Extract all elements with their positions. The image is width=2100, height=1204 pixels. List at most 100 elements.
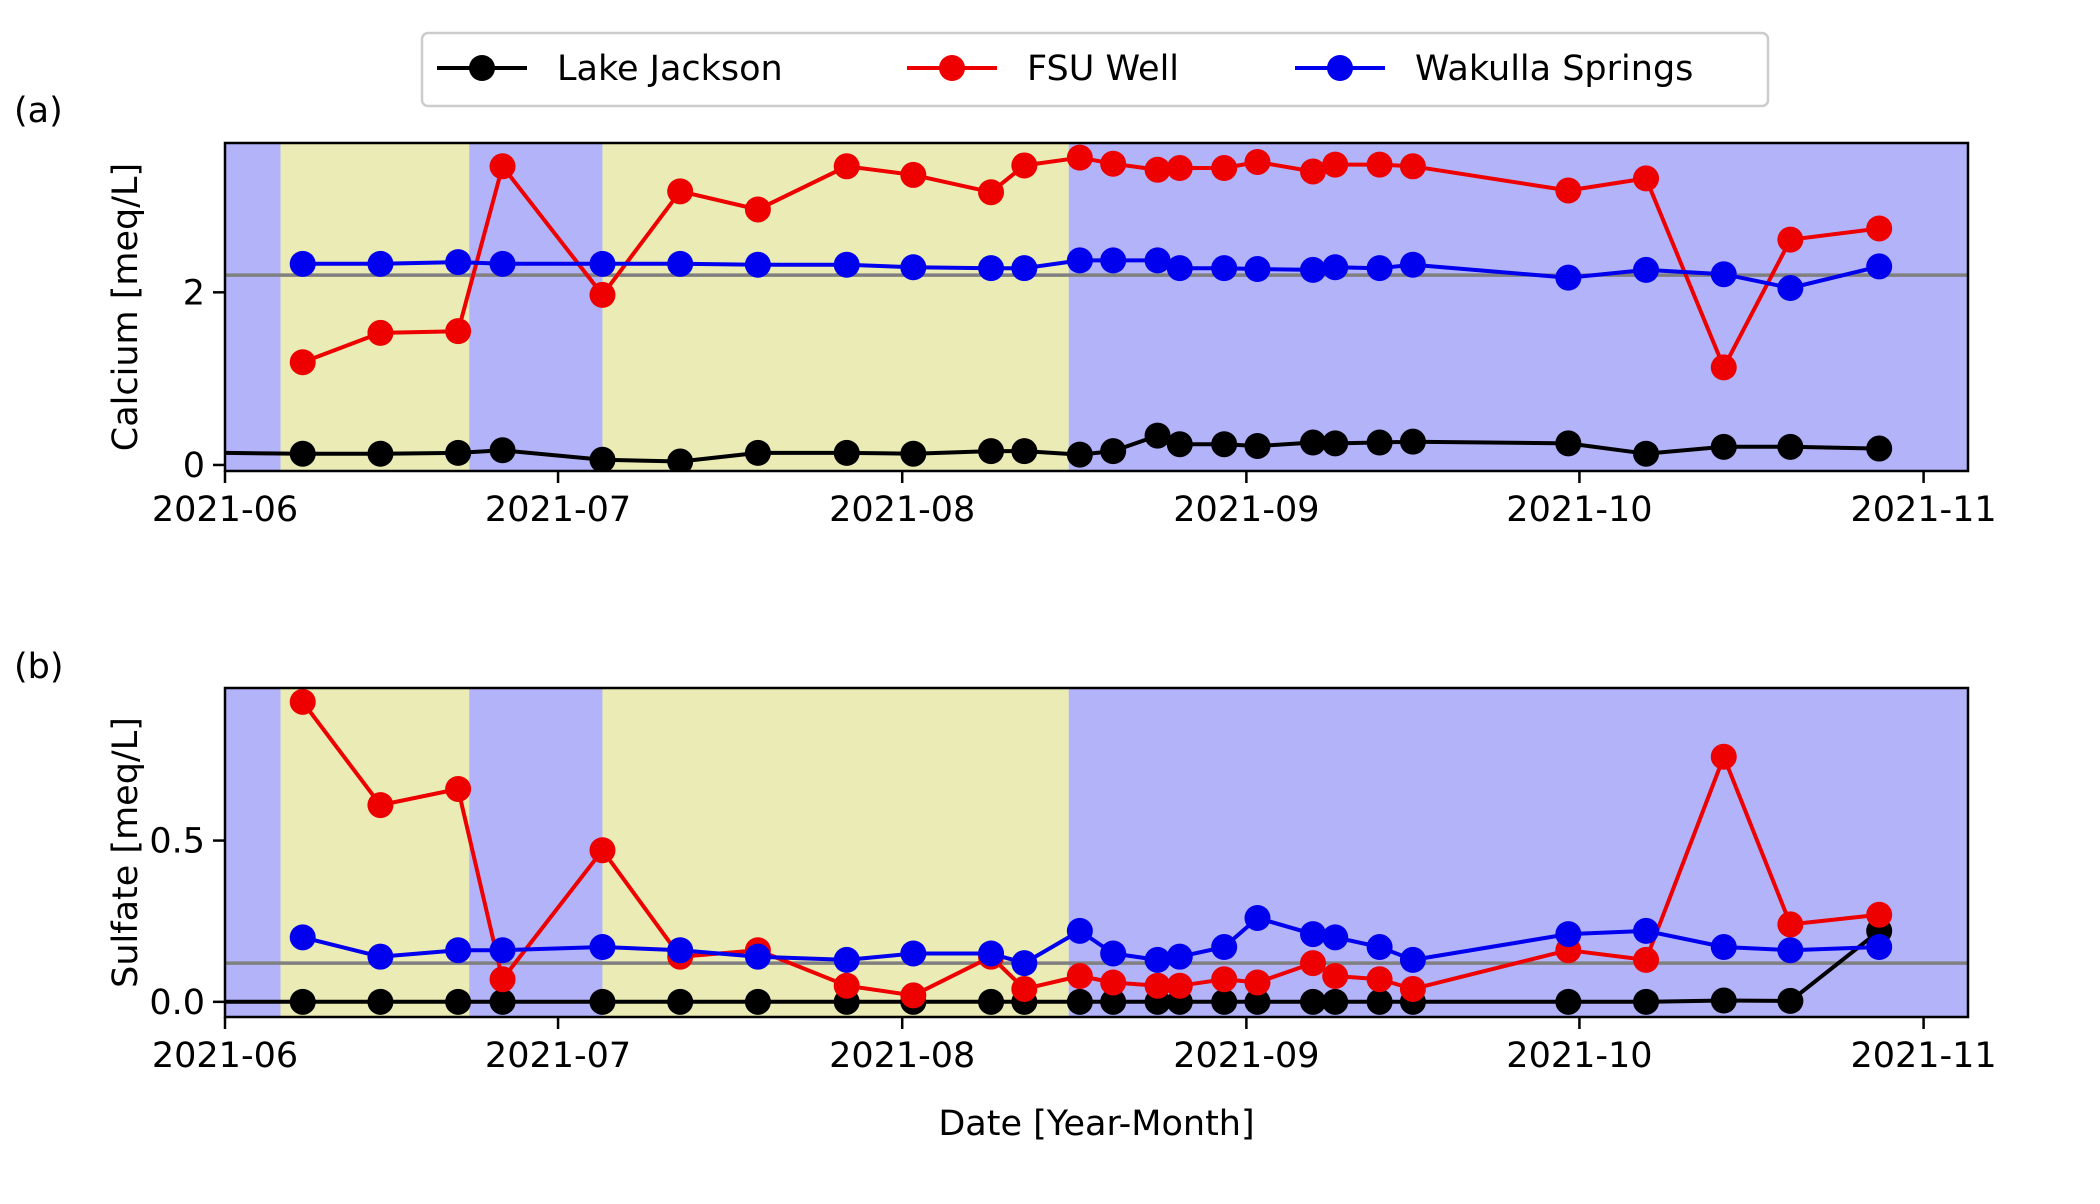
data-point-lake-jackson-4	[489, 437, 516, 464]
data-point-fsu-well-16	[1211, 966, 1238, 993]
data-point-wakulla-springs-4	[489, 250, 516, 277]
x-tick-label-6: 2021-11	[1850, 1036, 1996, 1076]
data-point-lake-jackson-21	[1399, 428, 1426, 455]
data-point-wakulla-springs-26	[1866, 934, 1893, 961]
legend-marker-fsu-well	[939, 55, 965, 81]
data-point-wakulla-springs-8	[833, 251, 860, 278]
data-point-fsu-well-18	[1299, 158, 1326, 185]
data-point-wakulla-springs-17	[1244, 904, 1271, 931]
data-point-lake-jackson-9	[900, 440, 927, 467]
data-point-wakulla-springs-21	[1399, 946, 1426, 973]
series-layer	[225, 688, 1893, 1015]
data-point-wakulla-springs-19	[1322, 254, 1349, 281]
data-point-wakulla-springs-22	[1555, 264, 1582, 291]
data-point-wakulla-springs-26	[1866, 253, 1893, 280]
data-point-wakulla-springs-10	[978, 255, 1005, 282]
legend-label-lake-jackson: Lake Jackson	[557, 49, 783, 89]
data-point-wakulla-springs-7	[744, 251, 771, 278]
series-layer	[225, 144, 1893, 471]
data-point-lake-jackson-15	[1166, 431, 1193, 458]
data-point-wakulla-springs-20	[1366, 255, 1393, 282]
data-point-lake-jackson-19	[1322, 988, 1349, 1015]
data-point-lake-jackson-1	[289, 988, 316, 1015]
data-point-lake-jackson-7	[744, 439, 771, 466]
data-point-wakulla-springs-9	[900, 254, 927, 281]
x-tick-label-4: 2021-09	[1173, 490, 1319, 530]
data-point-lake-jackson-16	[1211, 431, 1238, 458]
data-point-fsu-well-1	[289, 349, 316, 376]
data-point-fsu-well-13	[1100, 150, 1127, 177]
data-point-lake-jackson-26	[1866, 435, 1893, 462]
series-line-fsu-well	[301, 155, 1880, 370]
shaded-band-yellow-2	[280, 143, 470, 471]
data-point-wakulla-springs-9	[900, 940, 927, 967]
data-point-wakulla-springs-19	[1322, 924, 1349, 951]
data-point-lake-jackson-16	[1211, 988, 1238, 1015]
data-point-fsu-well-19	[1322, 151, 1349, 178]
legend-marker-lake-jackson	[469, 55, 495, 81]
data-point-fsu-well-5	[589, 281, 616, 308]
x-tick-label-3: 2021-08	[829, 1036, 975, 1076]
data-point-lake-jackson-12	[1066, 441, 1093, 468]
data-point-lake-jackson-18	[1299, 429, 1326, 456]
data-point-lake-jackson-1	[289, 440, 316, 467]
data-point-lake-jackson-23	[1633, 988, 1660, 1015]
axes-frame	[223, 686, 1970, 1019]
data-point-fsu-well-2	[367, 319, 394, 346]
data-point-lake-jackson-11	[1011, 438, 1038, 465]
data-point-lake-jackson-24	[1710, 987, 1737, 1014]
legend-label-wakulla-springs: Wakulla Springs	[1415, 49, 1693, 89]
data-point-wakulla-springs-15	[1166, 943, 1193, 970]
shaded-band-blue-5	[1068, 143, 1968, 471]
data-point-fsu-well-9	[900, 161, 927, 188]
data-point-fsu-well-20	[1366, 151, 1393, 178]
x-axis-label: Date [Year-Month]	[938, 1104, 1254, 1144]
data-point-fsu-well-19	[1322, 963, 1349, 990]
data-point-wakulla-springs-5	[589, 934, 616, 961]
data-point-lake-jackson-13	[1100, 438, 1127, 465]
data-point-fsu-well-6	[667, 178, 694, 205]
data-point-wakulla-springs-3	[445, 937, 472, 964]
data-point-lake-jackson-7	[744, 988, 771, 1015]
data-point-wakulla-springs-8	[833, 946, 860, 973]
data-point-lake-jackson-18	[1299, 988, 1326, 1015]
data-point-lake-jackson-6	[667, 448, 694, 471]
data-point-lake-jackson-2	[367, 440, 394, 467]
legend-frame	[420, 31, 1770, 108]
data-point-lake-jackson-22	[1555, 430, 1582, 457]
x-tick-label-1: 2021-06	[152, 490, 298, 530]
data-point-wakulla-springs-21	[1399, 251, 1426, 278]
data-point-lake-jackson-17	[1244, 432, 1271, 459]
shaded-band-yellow-4	[602, 688, 1069, 1017]
x-tick-label-4: 2021-09	[1173, 1036, 1319, 1076]
data-point-lake-jackson-13	[1100, 988, 1127, 1015]
data-point-wakulla-springs-1	[289, 250, 316, 277]
x-tick-label-5: 2021-10	[1506, 1036, 1652, 1076]
data-point-wakulla-springs-23	[1633, 917, 1660, 944]
data-point-lake-jackson-6	[667, 988, 694, 1015]
data-point-fsu-well-12	[1066, 963, 1093, 990]
legend-marker-wakulla-springs	[1327, 55, 1353, 81]
y-axis-label: Calcium [meq/L]	[106, 163, 146, 451]
data-point-lake-jackson-10	[978, 438, 1005, 465]
series-line-fsu-well	[301, 700, 1880, 998]
data-point-fsu-well-9	[900, 982, 927, 1009]
shaded-band-blue-1	[225, 688, 281, 1017]
data-point-fsu-well-3	[445, 318, 472, 345]
panel-label: (a)	[14, 91, 63, 131]
data-point-fsu-well-26	[1866, 901, 1893, 928]
data-point-wakulla-springs-10	[978, 940, 1005, 967]
data-point-lake-jackson-25	[1777, 433, 1804, 460]
data-point-fsu-well-21	[1399, 153, 1426, 180]
data-point-fsu-well-17	[1244, 148, 1271, 175]
data-point-fsu-well-16	[1211, 155, 1238, 182]
data-point-fsu-well-11	[1011, 975, 1038, 1002]
data-point-lake-jackson-22	[1555, 988, 1582, 1015]
data-point-fsu-well-5	[589, 837, 616, 864]
data-point-fsu-well-4	[489, 966, 516, 993]
data-point-fsu-well-8	[833, 972, 860, 999]
data-point-fsu-well-4	[489, 153, 516, 180]
data-point-wakulla-springs-5	[589, 250, 616, 277]
x-tick-label-6: 2021-11	[1850, 490, 1996, 530]
data-point-wakulla-springs-12	[1066, 917, 1093, 944]
